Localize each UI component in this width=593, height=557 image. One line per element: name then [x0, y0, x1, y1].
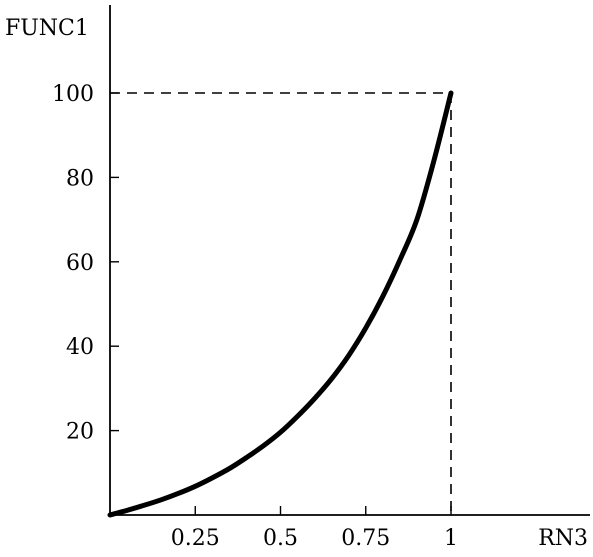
y-tick-label: 20	[66, 420, 94, 445]
y-tick-label: 100	[52, 82, 94, 107]
y-axis-label: FUNC1	[5, 16, 89, 41]
y-tick-label: 80	[66, 166, 94, 191]
guide-lines	[110, 92, 452, 515]
series-line	[107, 90, 454, 518]
y-tick-label: 60	[66, 251, 94, 276]
y-tick-label: 40	[66, 335, 94, 360]
x-tick-label: 0.75	[341, 526, 390, 551]
x-axis-label: RN3	[538, 526, 588, 551]
y-ticks: 20 40 60 80 100	[52, 82, 119, 445]
x-tick-label: 0.25	[171, 526, 220, 551]
x-tick-label: 1	[444, 526, 458, 551]
x-tick-label: 0.5	[263, 526, 298, 551]
axes	[109, 5, 590, 516]
x-ticks: 0.25 0.5 0.75 1	[171, 506, 458, 551]
